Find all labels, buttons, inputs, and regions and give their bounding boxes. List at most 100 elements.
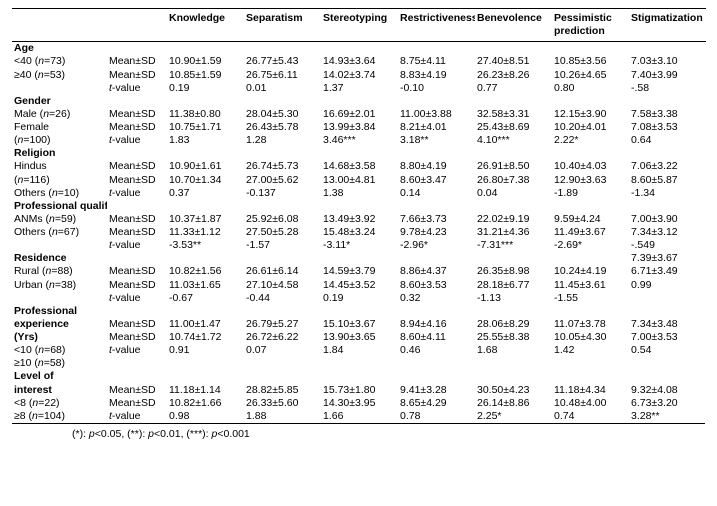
cell: 0.64: [629, 134, 706, 147]
col-pessimistic: Pessimistic prediction: [552, 9, 629, 42]
cell: -0.44: [244, 292, 321, 305]
cell: 11.00±3.88: [398, 108, 475, 121]
cell: 0.04: [475, 187, 552, 200]
cell: 7.39±3.67: [629, 252, 706, 265]
row-label: (Yrs): [12, 331, 107, 344]
cell: -1.34: [629, 187, 706, 200]
section-header: Residence: [12, 252, 107, 265]
cell: -2.69*: [552, 239, 629, 252]
row-label: Hindus: [12, 160, 107, 173]
cell: 1.28: [244, 134, 321, 147]
cell: 15.73±1.80: [321, 384, 398, 397]
cell: 26.75±6.11: [244, 69, 321, 82]
cell: 6.71±3.49: [629, 265, 706, 278]
stat-label: Mean±SD: [107, 121, 167, 134]
cell: 1.37: [321, 82, 398, 95]
cell: -1.13: [475, 292, 552, 305]
cell: 14.02±3.74: [321, 69, 398, 82]
cell: 25.43±8.69: [475, 121, 552, 134]
cell: 11.03±1.65: [167, 279, 244, 292]
cell: 1.38: [321, 187, 398, 200]
cell: 8.60±4.11: [398, 331, 475, 344]
row-label: ANMs (n=59): [12, 213, 107, 226]
cell: 27.10±4.58: [244, 279, 321, 292]
stat-label: t-value: [107, 239, 167, 252]
cell: 8.83±4.19: [398, 69, 475, 82]
stat-label: t-value: [107, 344, 167, 357]
cell: 3.28**: [629, 410, 706, 423]
cell: -1.57: [244, 239, 321, 252]
row-label: ≥40 (n=53): [12, 69, 107, 82]
cell: 14.30±3.95: [321, 397, 398, 410]
cell: 8.75±4.11: [398, 55, 475, 68]
cell: -.549: [629, 239, 706, 252]
cell: 26.72±6.22: [244, 331, 321, 344]
cell: 30.50±4.23: [475, 384, 552, 397]
cell: -3.11*: [321, 239, 398, 252]
cell: 27.00±5.62: [244, 174, 321, 187]
cell: 0.19: [321, 292, 398, 305]
cell: 7.03±3.10: [629, 55, 706, 68]
cell: 12.15±3.90: [552, 108, 629, 121]
cell: 8.65±4.29: [398, 397, 475, 410]
cell: 8.60±5.87: [629, 174, 706, 187]
row-label: interest: [12, 384, 107, 397]
cell: 0.98: [167, 410, 244, 423]
cell: 11.18±1.14: [167, 384, 244, 397]
cell: 25.55±8.38: [475, 331, 552, 344]
row-label: Rural (n=88): [12, 265, 107, 278]
cell: 9.32±4.08: [629, 384, 706, 397]
stat-label: t-value: [107, 410, 167, 423]
cell: -1.55: [552, 292, 629, 305]
cell: 11.38±0.80: [167, 108, 244, 121]
stat-label: Mean±SD: [107, 265, 167, 278]
cell: 8.94±4.16: [398, 318, 475, 331]
cell: 26.23±8.26: [475, 69, 552, 82]
cell: 15.48±3.24: [321, 226, 398, 239]
cell: 10.37±1.87: [167, 213, 244, 226]
row-label: <40 (n=73): [12, 55, 107, 68]
stat-label: Mean±SD: [107, 397, 167, 410]
cell: 14.45±3.52: [321, 279, 398, 292]
col-knowledge: Knowledge: [167, 9, 244, 42]
cell: 10.82±1.66: [167, 397, 244, 410]
row-label: ≥10 (n=58): [12, 357, 107, 370]
stat-label: Mean±SD: [107, 279, 167, 292]
cell: 0.14: [398, 187, 475, 200]
cell: 0.01: [244, 82, 321, 95]
row-label: Others (n=10): [12, 187, 107, 200]
cell: 8.80±4.19: [398, 160, 475, 173]
section-header: Professional qualification: [12, 200, 107, 213]
cell: 10.85±1.59: [167, 69, 244, 82]
row-label: [12, 239, 107, 252]
row-label: Female: [12, 121, 107, 134]
cell: 11.07±3.78: [552, 318, 629, 331]
cell: 8.60±3.47: [398, 174, 475, 187]
section-header: Professional: [12, 305, 107, 318]
cell: 15.10±3.67: [321, 318, 398, 331]
cell: 1.84: [321, 344, 398, 357]
cell: 11.45±3.61: [552, 279, 629, 292]
cell: 8.86±4.37: [398, 265, 475, 278]
cell: 7.00±3.53: [629, 331, 706, 344]
cell: 14.59±3.79: [321, 265, 398, 278]
cell: 26.80±7.38: [475, 174, 552, 187]
cell: 0.46: [398, 344, 475, 357]
stat-label: Mean±SD: [107, 226, 167, 239]
section-header: Religion: [12, 147, 107, 160]
cell: 7.08±3.53: [629, 121, 706, 134]
cell: 7.34±3.48: [629, 318, 706, 331]
header-row: Knowledge Separatism Stereotyping Restri…: [12, 9, 706, 42]
cell: 22.02±9.19: [475, 213, 552, 226]
footnote: (*): p<0.05, (**): p<0.01, (***): p<0.00…: [12, 423, 705, 440]
cell: 26.61±6.14: [244, 265, 321, 278]
col-stigmatization: Stigmatization: [629, 9, 706, 42]
cell: 0.99: [629, 279, 706, 292]
section-header: Gender: [12, 95, 107, 108]
cell: 1.68: [475, 344, 552, 357]
cell: -0.67: [167, 292, 244, 305]
row-label: [12, 292, 107, 305]
col-separatism: Separatism: [244, 9, 321, 42]
cell: 32.58±3.31: [475, 108, 552, 121]
col-benevolence: Benevolence: [475, 9, 552, 42]
